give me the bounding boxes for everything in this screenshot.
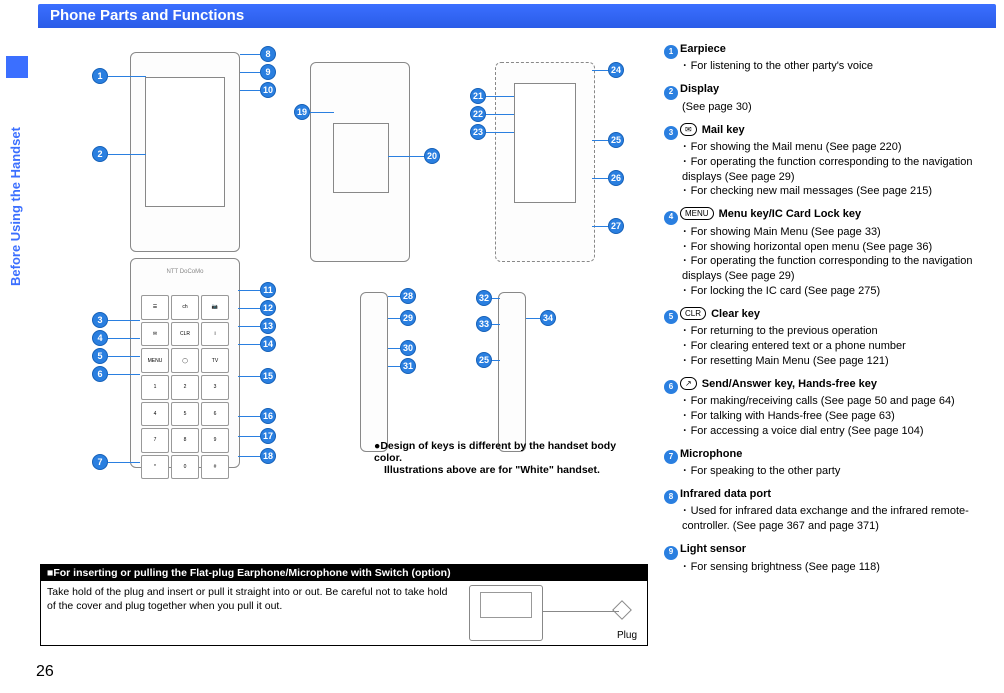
callout-21: 21: [470, 88, 486, 104]
callout-3: 3: [92, 312, 108, 328]
callout-4: 4: [92, 330, 108, 346]
entry-4: 4MENU Menu key/IC Card Lock keyFor showi…: [664, 207, 994, 299]
callout-23: 23: [470, 124, 486, 140]
phone-back-open: [495, 62, 595, 262]
callout-9: 9: [260, 64, 276, 80]
callout-26: 26: [608, 170, 624, 186]
section-tab: Before Using the Handset: [6, 56, 28, 296]
page-header: Phone Parts and Functions: [38, 4, 996, 28]
entry-5: 5CLR Clear keyFor returning to the previ…: [664, 307, 994, 369]
callout-33: 33: [476, 316, 492, 332]
entry-3: 3✉ Mail keyFor showing the Mail menu (Se…: [664, 123, 994, 200]
callout-18: 18: [260, 448, 276, 464]
callout-6: 6: [92, 366, 108, 382]
page-number: 26: [36, 663, 54, 681]
entry-6: 6↗ Send/Answer key, Hands-free keyFor ma…: [664, 377, 994, 439]
callout-12: 12: [260, 300, 276, 316]
phone-front-top: [130, 52, 240, 252]
phone-diagram: NTT DoCoMo ☰ch📷 ✉CLRi MENU◯TV 123 456 78…: [40, 36, 650, 556]
callout-17: 17: [260, 428, 276, 444]
callout-13: 13: [260, 318, 276, 334]
callout-25b: 25: [476, 352, 492, 368]
section-tab-label: Before Using the Handset: [8, 127, 23, 286]
callout-20: 20: [424, 148, 440, 164]
callout-16: 16: [260, 408, 276, 424]
callout-1: 1: [92, 68, 108, 84]
callout-24: 24: [608, 62, 624, 78]
callout-30: 30: [400, 340, 416, 356]
plug-diagram: Plug: [469, 585, 639, 641]
entry-1: 1EarpieceFor listening to the other part…: [664, 42, 994, 74]
callout-25: 25: [608, 132, 624, 148]
callout-10: 10: [260, 82, 276, 98]
entry-9: 9Light sensorFor sensing brightness (See…: [664, 542, 994, 574]
phone-front-bottom: NTT DoCoMo ☰ch📷 ✉CLRi MENU◯TV 123 456 78…: [130, 258, 240, 468]
phone-side-right: [498, 292, 526, 452]
parts-description-column: 1EarpieceFor listening to the other part…: [664, 42, 994, 662]
callout-22: 22: [470, 106, 486, 122]
callout-11: 11: [260, 282, 276, 298]
entry-2: 2Display(See page 30): [664, 82, 994, 114]
callout-2: 2: [92, 146, 108, 162]
entry-8: 8Infrared data portUsed for infrared dat…: [664, 487, 994, 534]
phone-side-left: [360, 292, 388, 452]
earphone-insert-box: ■For inserting or pulling the Flat-plug …: [40, 564, 648, 646]
insert-body: Take hold of the plug and insert or pull…: [41, 581, 461, 617]
callout-32: 32: [476, 290, 492, 306]
plug-label: Plug: [617, 630, 637, 641]
keypad: ☰ch📷 ✉CLRi MENU◯TV 123 456 789 *0#: [141, 295, 229, 449]
callout-19: 19: [294, 104, 310, 120]
entry-7: 7MicrophoneFor speaking to the other par…: [664, 447, 994, 479]
design-note: ●Design of keys is different by the hand…: [374, 440, 644, 476]
callout-34: 34: [540, 310, 556, 326]
callout-7: 7: [92, 454, 108, 470]
callout-14: 14: [260, 336, 276, 352]
callout-15: 15: [260, 368, 276, 384]
phone-back-closed: [310, 62, 410, 262]
callout-5: 5: [92, 348, 108, 364]
callout-8: 8: [260, 46, 276, 62]
callout-29: 29: [400, 310, 416, 326]
callout-31: 31: [400, 358, 416, 374]
callout-27: 27: [608, 218, 624, 234]
callout-28: 28: [400, 288, 416, 304]
insert-title: ■For inserting or pulling the Flat-plug …: [41, 565, 647, 581]
